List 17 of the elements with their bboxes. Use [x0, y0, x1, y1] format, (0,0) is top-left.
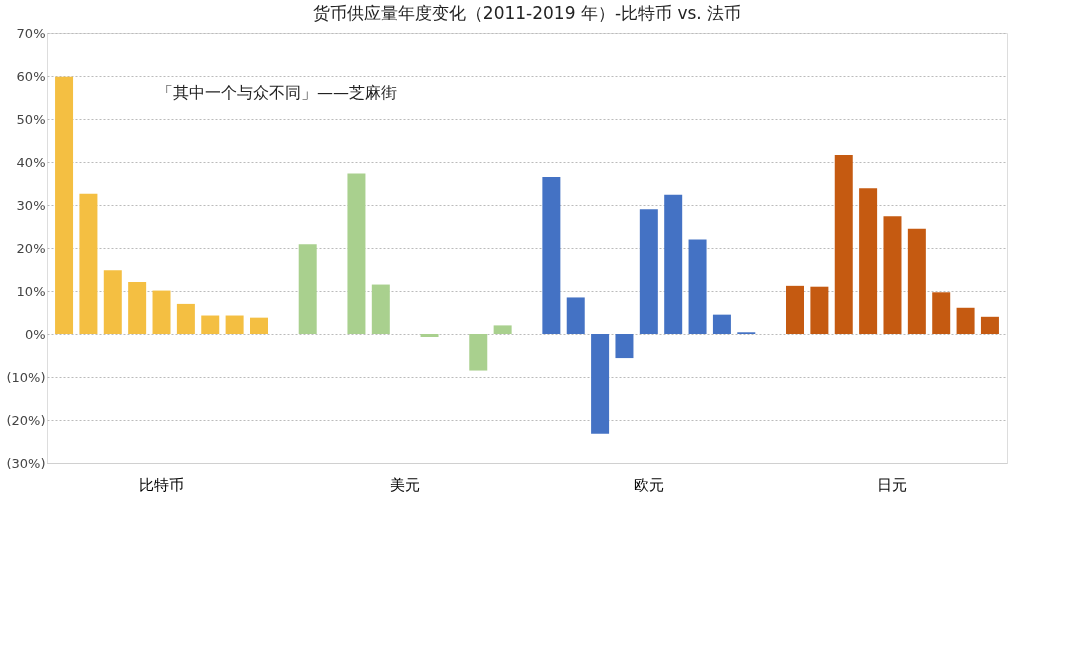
y-tick-label: 20% [16, 240, 46, 256]
x-tick-label: 日元 [877, 475, 908, 494]
y-tick-label: 10% [16, 283, 46, 299]
x-tick-label: 欧元 [633, 475, 664, 494]
x-tick-label: 美元 [390, 475, 421, 494]
chart-title: 货币供应量年度变化（2011-2019 年）-比特币 vs. 法币 [312, 3, 742, 23]
y-tick-label: 40% [16, 154, 46, 170]
y-tick-label: 70% [16, 25, 46, 41]
y-tick-label: 30% [16, 197, 46, 213]
y-tick-label: (10%) [6, 369, 46, 385]
y-tick-label: (20%) [6, 412, 46, 428]
y-tick-label: 0% [24, 326, 46, 342]
x-tick-label: 比特币 [139, 475, 185, 494]
annotation: 「其中一个与众不同」——芝麻街 [157, 83, 397, 102]
y-tick-label: 60% [16, 68, 46, 84]
y-tick-label: (30%) [6, 455, 46, 471]
y-tick-label: 50% [16, 111, 46, 127]
